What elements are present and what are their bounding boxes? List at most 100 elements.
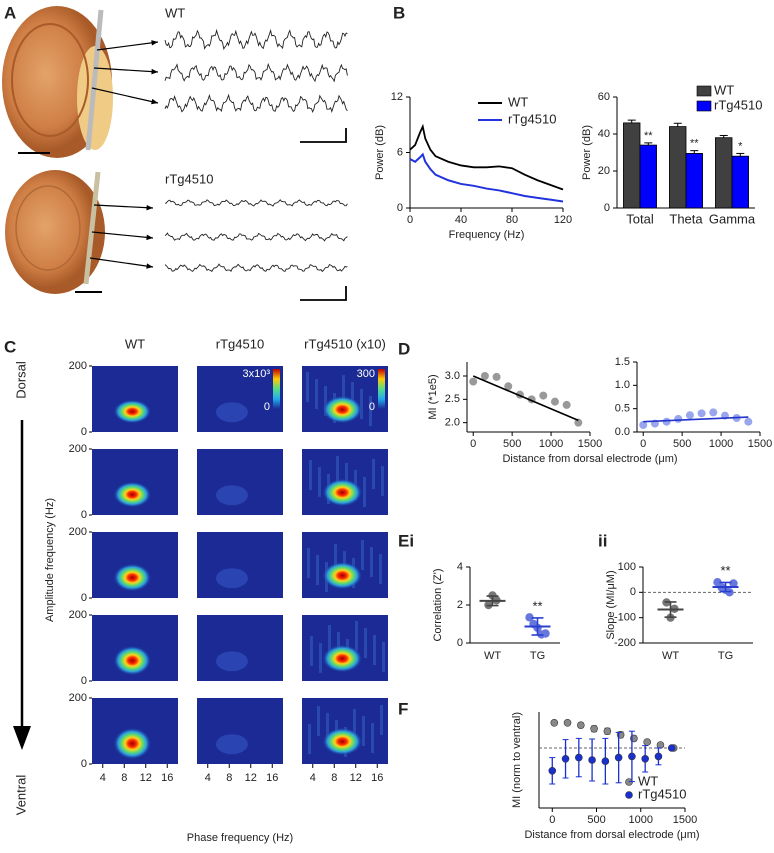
lfp-trace: [164, 93, 348, 113]
y-tick-label: 0: [81, 675, 87, 687]
heatmap-noise: [364, 628, 367, 658]
bar: [731, 155, 749, 209]
y-axis-label: Power (dB): [374, 125, 386, 180]
y-tick-label: 4: [457, 561, 463, 573]
y-axis-label: Correlation (Z'): [432, 568, 444, 641]
lfp-trace: [164, 263, 348, 273]
x-tick-label: WT: [662, 650, 679, 662]
x-tick-label: 1000: [709, 438, 733, 450]
y-tick-label: 0: [81, 758, 87, 770]
data-point: [656, 741, 665, 749]
column-title: WT: [125, 336, 145, 351]
data-point: [539, 391, 548, 400]
heatmap-noise: [308, 724, 311, 754]
heatmap-noise: [317, 706, 320, 736]
x-tick-label: WT: [484, 650, 501, 662]
y-axis-label: Power (dB): [581, 125, 593, 180]
y-tick-label: 200: [69, 526, 87, 538]
arrow-head: [146, 234, 153, 241]
arrow-head: [146, 204, 153, 211]
heatmap-blob: [113, 563, 152, 592]
heatmap-blob: [322, 644, 363, 673]
x-tick-label: Theta: [669, 211, 703, 226]
heatmap-noise: [363, 477, 366, 507]
y-tick-label: 6: [397, 146, 403, 158]
y-tick-label: 12: [391, 91, 403, 103]
data-point: [729, 579, 738, 588]
arrow: [93, 67, 159, 73]
colorbar: [273, 369, 280, 409]
heatmap-blob: [322, 395, 363, 424]
data-point: [588, 756, 596, 764]
data-point: [685, 411, 694, 420]
data-point: [590, 724, 598, 733]
data-point: [641, 754, 649, 763]
heatmap-noise: [382, 642, 385, 672]
data-point: [603, 727, 612, 736]
y-tick-label: 0: [81, 592, 87, 604]
legend-label: WT: [714, 82, 734, 97]
dorsal-ventral-arrow: [13, 420, 31, 750]
x-tick-label: 0: [549, 814, 555, 826]
data-point: [643, 738, 651, 746]
x-axis-label: Phase frequency (Hz): [187, 832, 293, 844]
x-tick-label: 0: [407, 214, 413, 226]
x-tick-label: 120: [554, 214, 572, 226]
heatmap-noise: [372, 459, 375, 489]
data-point: [654, 752, 663, 761]
y-tick-label: 2: [457, 599, 463, 611]
data-point: [744, 417, 753, 426]
data-point: [504, 382, 513, 391]
x-tick-label: 12: [350, 772, 362, 784]
legend-swatch: [625, 791, 633, 799]
x-tick-label: TG: [718, 650, 733, 662]
y-tick-label: 0.5: [615, 403, 630, 415]
heatmap-noise: [336, 456, 339, 486]
x-tick-label: 500: [587, 814, 605, 826]
heatmap-noise: [361, 540, 364, 570]
x-tick-label: 500: [673, 438, 691, 450]
heatmap-noise: [355, 621, 358, 651]
arrow-head: [146, 263, 153, 269]
y-tick-label: 0: [81, 426, 87, 438]
arrow: [93, 204, 154, 209]
heatmap-blob: [215, 568, 248, 589]
lfp-trace: [164, 62, 348, 83]
legend-label: WT: [508, 94, 528, 109]
x-tick-label: 1000: [539, 438, 563, 450]
y-tick-label: 20: [598, 165, 610, 177]
heatmap-noise: [328, 625, 331, 655]
arrow-head: [151, 98, 158, 105]
heatmap-noise: [379, 554, 382, 584]
y-tick-label: 2.0: [445, 417, 460, 429]
arrow: [96, 41, 159, 51]
column-title: rTg4510: [216, 336, 264, 351]
heatmap-noise: [362, 716, 365, 746]
y-tick-label: 2.5: [445, 393, 460, 405]
x-tick-label: 16: [371, 772, 383, 784]
heatmap-noise: [353, 709, 356, 739]
heatmap-noise: [370, 547, 373, 577]
orientation-label: Ventral: [13, 775, 28, 816]
data-point: [577, 721, 585, 730]
data-point: [548, 766, 557, 775]
x-tick-label: 1500: [578, 438, 602, 450]
y-tick-label: 0: [630, 586, 636, 598]
heatmap-background: [197, 615, 283, 681]
data-point: [614, 753, 623, 762]
y-tick-label: 0: [604, 202, 610, 214]
y-axis-label: Slope (MI/μM): [605, 570, 617, 639]
data-point: [709, 408, 718, 417]
heatmap-noise: [371, 723, 374, 753]
bar: [685, 153, 703, 209]
x-tick-label: 4: [100, 772, 106, 784]
x-tick-label: Total: [626, 211, 654, 226]
y-tick-label: 0: [81, 509, 87, 521]
heatmap-blob: [215, 651, 248, 672]
brain-bottom: [5, 170, 105, 294]
y-tick-label: 200: [69, 360, 87, 372]
x-tick-label: 8: [121, 772, 127, 784]
scale-bar: [300, 286, 347, 301]
fit-line: [472, 375, 579, 422]
lfp-trace: [164, 232, 348, 242]
